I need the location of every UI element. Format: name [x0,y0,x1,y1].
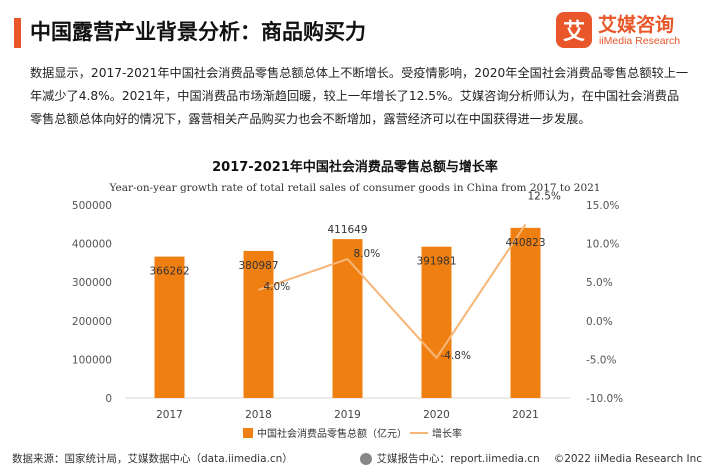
bar-2021 [510,227,541,398]
footer-right: 艾媒报告中心：report.iimedia.cn ©2022 iiMedia R… [360,451,702,466]
iimedia-logo: 艾 艾媒咨询 iiMedia Research [556,10,706,54]
line-value-label: 8.0% [354,248,381,260]
legend-line-label: 增长率 [432,427,462,440]
y-left-tick-label: 100000 [72,354,112,366]
y-right-tick-label: 0.0% [586,316,613,328]
page-title: 中国露营产业背景分析：商品购买力 [30,20,366,44]
chart-subtitle: Year-on-year growth rate of total retail… [108,182,600,194]
bar-2020 [421,246,452,398]
bar-value-label: 440823 [505,237,545,249]
y-right-tick-label: 5.0% [586,277,613,289]
bar-value-label: 380987 [238,260,278,272]
line-value-label: 12.5% [528,190,561,202]
x-tick-label: 2017 [156,409,183,421]
report-site-link[interactable]: 艾媒报告中心：report.iimedia.cn [376,453,540,465]
y-right-tick-label: 15.0% [586,200,619,212]
report-center-icon [360,452,373,465]
bar-2019 [332,239,363,398]
intro-paragraph: 数据显示，2017-2021年中国社会消费品零售总额总体上不断增长。受疫情影响，… [30,66,689,126]
y-right-tick-label: 10.0% [586,239,619,251]
x-tick-label: 2019 [334,409,361,421]
logo-name-en: iiMedia Research [599,35,681,47]
title-accent-bar [14,18,21,48]
y-right-tick-label: -10.0% [586,393,623,405]
copyright-text: ©2022 iiMedia Research Inc [553,452,702,465]
x-tick-label: 2020 [423,409,450,421]
y-left-tick-label: 500000 [72,200,112,212]
line-value-label: 4.0% [264,281,291,293]
legend-bar-label: 中国社会消费品零售总额（亿元） [257,427,407,440]
line-value-label: -4.8% [441,350,471,362]
bar-value-label: 366262 [149,266,189,278]
bar-value-label: 391981 [416,256,456,268]
logo-name-cn: 艾媒咨询 [598,14,675,36]
legend-bar-swatch [243,428,253,438]
y-right-tick-label: -5.0% [586,354,616,366]
data-source-note: 数据来源：国家统计局，艾媒数据中心（data.iimedia.cn） [12,453,293,465]
x-tick-label: 2018 [245,409,272,421]
y-left-tick-label: 0 [105,393,112,405]
iimedia-logo-icon: 艾 [556,12,592,48]
chart-title: 2017-2021年中国社会消费品零售总额与增长率 [212,159,498,175]
y-left-tick-label: 300000 [72,277,112,289]
growth-rate-line [258,223,527,360]
bar-value-label: 411649 [327,224,367,236]
bar-2017 [154,256,185,398]
y-left-tick-label: 200000 [72,316,112,328]
x-tick-label: 2021 [512,409,539,421]
y-left-tick-label: 400000 [72,239,112,251]
bar-2018 [243,250,274,398]
